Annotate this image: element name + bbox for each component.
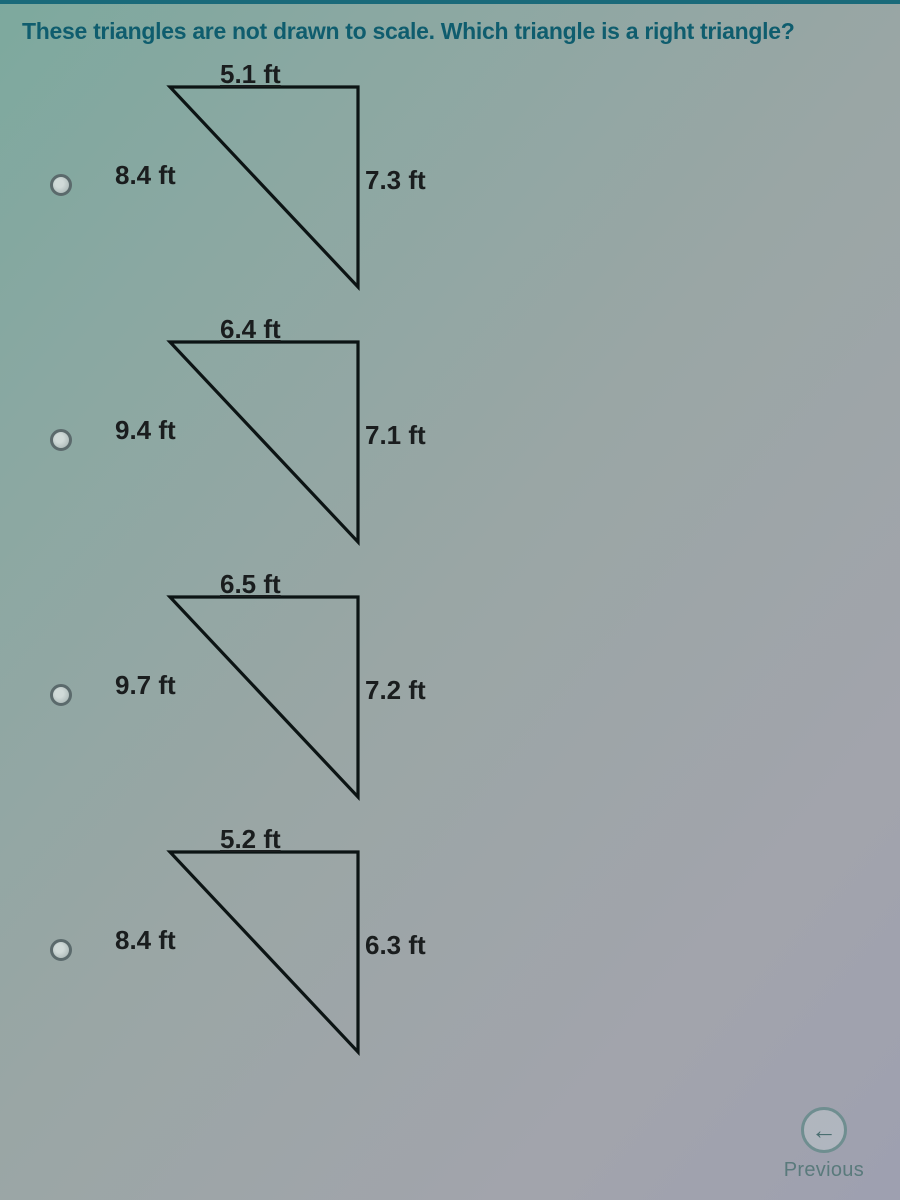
triangle-1-top-label: 5.1 ft [220,59,281,90]
footer-nav: ← Previous [784,1107,864,1182]
radio-1[interactable] [50,174,72,196]
triangle-2-hyp-label: 9.4 ft [115,415,176,446]
option-4[interactable]: 5.2 ft 6.3 ft 8.4 ft [50,822,900,1077]
options-list: 5.1 ft 7.3 ft 8.4 ft 6.4 ft 7.1 ft 9.4 f… [0,57,900,1077]
triangle-3-hyp-label: 9.7 ft [115,670,176,701]
previous-label: Previous [784,1159,864,1182]
triangle-2-right-label: 7.1 ft [365,420,426,451]
triangle-3-right-label: 7.2 ft [365,675,426,706]
radio-4[interactable] [50,939,72,961]
triangle-2-top-label: 6.4 ft [220,314,281,345]
triangle-3-top-label: 6.5 ft [220,569,281,600]
radio-3[interactable] [50,684,72,706]
triangle-2: 6.4 ft 7.1 ft 9.4 ft [100,320,400,560]
option-3[interactable]: 6.5 ft 7.2 ft 9.7 ft [50,567,900,822]
triangle-1-hyp-label: 8.4 ft [115,160,176,191]
previous-button[interactable]: ← [801,1107,847,1153]
option-2[interactable]: 6.4 ft 7.1 ft 9.4 ft [50,312,900,567]
triangle-1: 5.1 ft 7.3 ft 8.4 ft [100,65,400,305]
triangle-4-right-label: 6.3 ft [365,930,426,961]
radio-2[interactable] [50,429,72,451]
triangle-4-top-label: 5.2 ft [220,824,281,855]
triangle-1-right-label: 7.3 ft [365,165,426,196]
option-1[interactable]: 5.1 ft 7.3 ft 8.4 ft [50,57,900,312]
triangle-4: 5.2 ft 6.3 ft 8.4 ft [100,830,400,1070]
triangle-4-hyp-label: 8.4 ft [115,925,176,956]
question-text: These triangles are not drawn to scale. … [0,0,900,57]
arrow-left-icon: ← [811,1115,837,1146]
triangle-3: 6.5 ft 7.2 ft 9.7 ft [100,575,400,815]
